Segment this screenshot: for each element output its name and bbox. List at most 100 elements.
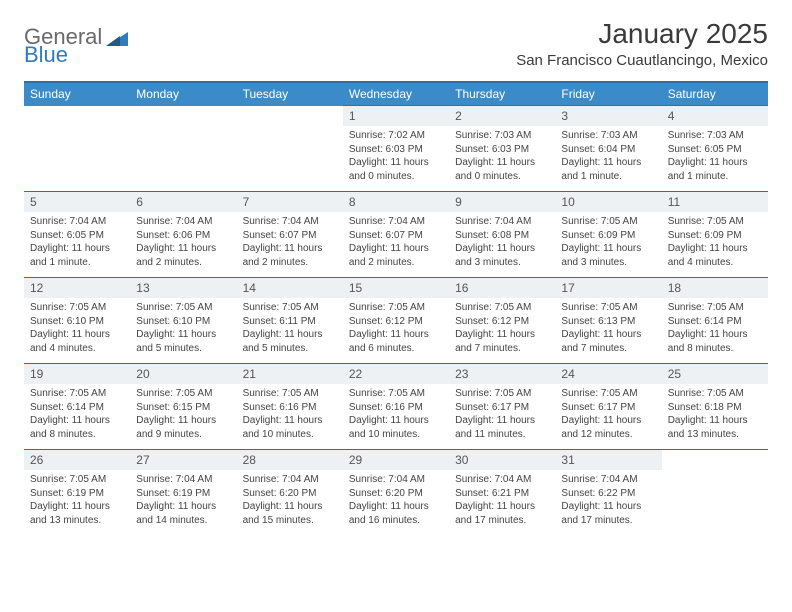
calendar-cell: 19Sunrise: 7:05 AMSunset: 6:14 PMDayligh… <box>24 364 130 450</box>
calendar-cell <box>662 450 768 536</box>
day-number: 27 <box>130 450 236 470</box>
calendar-cell: 9Sunrise: 7:04 AMSunset: 6:08 PMDaylight… <box>449 192 555 278</box>
calendar-body: 1Sunrise: 7:02 AMSunset: 6:03 PMDaylight… <box>24 106 768 536</box>
calendar-cell: 29Sunrise: 7:04 AMSunset: 6:20 PMDayligh… <box>343 450 449 536</box>
calendar-cell: 27Sunrise: 7:04 AMSunset: 6:19 PMDayligh… <box>130 450 236 536</box>
day-number: 13 <box>130 278 236 298</box>
day-detail: Sunrise: 7:02 AMSunset: 6:03 PMDaylight:… <box>343 126 449 189</box>
day-detail: Sunrise: 7:04 AMSunset: 6:20 PMDaylight:… <box>237 470 343 533</box>
day-detail: Sunrise: 7:05 AMSunset: 6:16 PMDaylight:… <box>237 384 343 447</box>
day-number: 22 <box>343 364 449 384</box>
day-number: 6 <box>130 192 236 212</box>
day-number: 28 <box>237 450 343 470</box>
day-number: 21 <box>237 364 343 384</box>
day-number: 11 <box>662 192 768 212</box>
calendar-cell: 1Sunrise: 7:02 AMSunset: 6:03 PMDaylight… <box>343 106 449 192</box>
calendar-cell <box>24 106 130 192</box>
calendar-cell: 23Sunrise: 7:05 AMSunset: 6:17 PMDayligh… <box>449 364 555 450</box>
logo-triangle-icon <box>106 28 128 46</box>
day-detail: Sunrise: 7:05 AMSunset: 6:13 PMDaylight:… <box>555 298 661 361</box>
day-detail: Sunrise: 7:05 AMSunset: 6:09 PMDaylight:… <box>555 212 661 275</box>
month-title: January 2025 <box>516 18 768 50</box>
day-number: 4 <box>662 106 768 126</box>
day-detail: Sunrise: 7:03 AMSunset: 6:03 PMDaylight:… <box>449 126 555 189</box>
calendar-cell <box>130 106 236 192</box>
day-detail: Sunrise: 7:03 AMSunset: 6:04 PMDaylight:… <box>555 126 661 189</box>
location: San Francisco Cuautlancingo, Mexico <box>516 52 768 69</box>
calendar-cell: 10Sunrise: 7:05 AMSunset: 6:09 PMDayligh… <box>555 192 661 278</box>
day-number: 16 <box>449 278 555 298</box>
day-detail: Sunrise: 7:05 AMSunset: 6:17 PMDaylight:… <box>555 384 661 447</box>
calendar-table: Sunday Monday Tuesday Wednesday Thursday… <box>24 81 768 536</box>
calendar-week-row: 26Sunrise: 7:05 AMSunset: 6:19 PMDayligh… <box>24 450 768 536</box>
day-detail: Sunrise: 7:04 AMSunset: 6:08 PMDaylight:… <box>449 212 555 275</box>
day-detail: Sunrise: 7:05 AMSunset: 6:12 PMDaylight:… <box>343 298 449 361</box>
calendar-week-row: 12Sunrise: 7:05 AMSunset: 6:10 PMDayligh… <box>24 278 768 364</box>
day-number: 10 <box>555 192 661 212</box>
calendar-cell: 15Sunrise: 7:05 AMSunset: 6:12 PMDayligh… <box>343 278 449 364</box>
day-number: 2 <box>449 106 555 126</box>
day-number: 26 <box>24 450 130 470</box>
calendar-cell: 21Sunrise: 7:05 AMSunset: 6:16 PMDayligh… <box>237 364 343 450</box>
day-detail: Sunrise: 7:05 AMSunset: 6:18 PMDaylight:… <box>662 384 768 447</box>
day-number: 24 <box>555 364 661 384</box>
day-header: Monday <box>130 82 236 106</box>
day-detail: Sunrise: 7:05 AMSunset: 6:10 PMDaylight:… <box>130 298 236 361</box>
day-header: Sunday <box>24 82 130 106</box>
day-detail: Sunrise: 7:03 AMSunset: 6:05 PMDaylight:… <box>662 126 768 189</box>
day-header-row: Sunday Monday Tuesday Wednesday Thursday… <box>24 82 768 106</box>
day-detail: Sunrise: 7:04 AMSunset: 6:20 PMDaylight:… <box>343 470 449 533</box>
calendar-week-row: 19Sunrise: 7:05 AMSunset: 6:14 PMDayligh… <box>24 364 768 450</box>
calendar-cell: 30Sunrise: 7:04 AMSunset: 6:21 PMDayligh… <box>449 450 555 536</box>
calendar-cell <box>237 106 343 192</box>
calendar-cell: 2Sunrise: 7:03 AMSunset: 6:03 PMDaylight… <box>449 106 555 192</box>
day-number: 8 <box>343 192 449 212</box>
day-detail: Sunrise: 7:04 AMSunset: 6:07 PMDaylight:… <box>237 212 343 275</box>
calendar-cell: 13Sunrise: 7:05 AMSunset: 6:10 PMDayligh… <box>130 278 236 364</box>
day-number: 29 <box>343 450 449 470</box>
calendar-cell: 28Sunrise: 7:04 AMSunset: 6:20 PMDayligh… <box>237 450 343 536</box>
calendar-cell: 7Sunrise: 7:04 AMSunset: 6:07 PMDaylight… <box>237 192 343 278</box>
day-detail: Sunrise: 7:04 AMSunset: 6:06 PMDaylight:… <box>130 212 236 275</box>
day-detail: Sunrise: 7:05 AMSunset: 6:12 PMDaylight:… <box>449 298 555 361</box>
day-header: Friday <box>555 82 661 106</box>
day-number: 25 <box>662 364 768 384</box>
calendar-cell: 31Sunrise: 7:04 AMSunset: 6:22 PMDayligh… <box>555 450 661 536</box>
day-header: Thursday <box>449 82 555 106</box>
day-detail: Sunrise: 7:05 AMSunset: 6:09 PMDaylight:… <box>662 212 768 275</box>
day-detail: Sunrise: 7:04 AMSunset: 6:22 PMDaylight:… <box>555 470 661 533</box>
day-number: 30 <box>449 450 555 470</box>
day-detail: Sunrise: 7:04 AMSunset: 6:21 PMDaylight:… <box>449 470 555 533</box>
calendar-cell: 16Sunrise: 7:05 AMSunset: 6:12 PMDayligh… <box>449 278 555 364</box>
calendar-cell: 5Sunrise: 7:04 AMSunset: 6:05 PMDaylight… <box>24 192 130 278</box>
calendar-cell: 6Sunrise: 7:04 AMSunset: 6:06 PMDaylight… <box>130 192 236 278</box>
calendar-week-row: 5Sunrise: 7:04 AMSunset: 6:05 PMDaylight… <box>24 192 768 278</box>
day-detail: Sunrise: 7:04 AMSunset: 6:07 PMDaylight:… <box>343 212 449 275</box>
day-detail: Sunrise: 7:05 AMSunset: 6:11 PMDaylight:… <box>237 298 343 361</box>
day-number: 12 <box>24 278 130 298</box>
day-number: 17 <box>555 278 661 298</box>
day-number: 31 <box>555 450 661 470</box>
calendar-cell: 17Sunrise: 7:05 AMSunset: 6:13 PMDayligh… <box>555 278 661 364</box>
day-number: 1 <box>343 106 449 126</box>
day-detail: Sunrise: 7:05 AMSunset: 6:17 PMDaylight:… <box>449 384 555 447</box>
calendar-cell: 14Sunrise: 7:05 AMSunset: 6:11 PMDayligh… <box>237 278 343 364</box>
title-block: January 2025 San Francisco Cuautlancingo… <box>516 18 768 69</box>
calendar-cell: 12Sunrise: 7:05 AMSunset: 6:10 PMDayligh… <box>24 278 130 364</box>
day-number: 19 <box>24 364 130 384</box>
calendar-cell: 26Sunrise: 7:05 AMSunset: 6:19 PMDayligh… <box>24 450 130 536</box>
day-detail: Sunrise: 7:04 AMSunset: 6:19 PMDaylight:… <box>130 470 236 533</box>
day-detail: Sunrise: 7:05 AMSunset: 6:14 PMDaylight:… <box>662 298 768 361</box>
day-number: 20 <box>130 364 236 384</box>
calendar-cell: 22Sunrise: 7:05 AMSunset: 6:16 PMDayligh… <box>343 364 449 450</box>
day-header: Saturday <box>662 82 768 106</box>
day-header: Wednesday <box>343 82 449 106</box>
day-header: Tuesday <box>237 82 343 106</box>
logo-text-blue: Blue <box>24 42 68 67</box>
day-number: 23 <box>449 364 555 384</box>
calendar-cell: 20Sunrise: 7:05 AMSunset: 6:15 PMDayligh… <box>130 364 236 450</box>
calendar-cell: 8Sunrise: 7:04 AMSunset: 6:07 PMDaylight… <box>343 192 449 278</box>
calendar-cell: 24Sunrise: 7:05 AMSunset: 6:17 PMDayligh… <box>555 364 661 450</box>
day-detail: Sunrise: 7:05 AMSunset: 6:19 PMDaylight:… <box>24 470 130 533</box>
day-detail: Sunrise: 7:04 AMSunset: 6:05 PMDaylight:… <box>24 212 130 275</box>
